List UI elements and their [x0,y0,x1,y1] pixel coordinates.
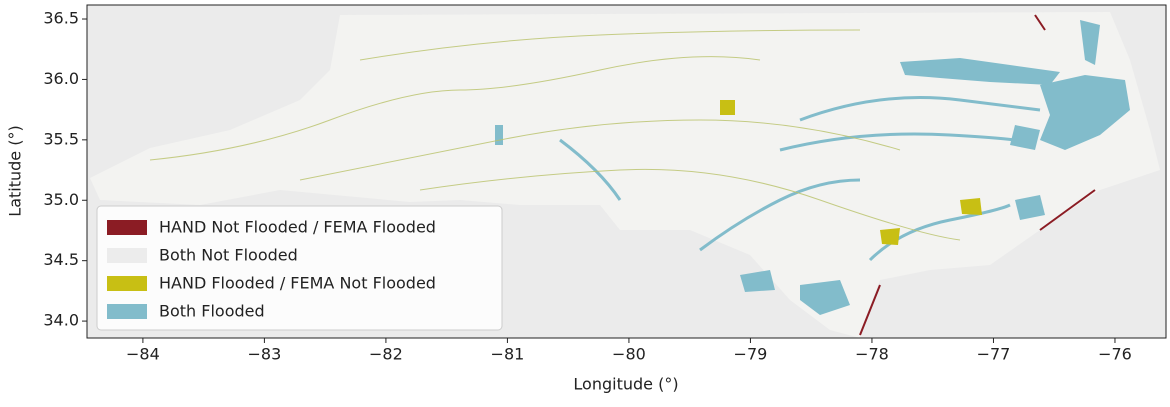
x-tick-label: −77 [977,345,1011,364]
x-tick-label: −82 [369,345,403,364]
y-tick-label: 35.5 [43,129,79,148]
legend-swatch [107,220,147,235]
x-tick-label: −80 [612,345,646,364]
axes-frame [86,4,1167,339]
y-axis-label: Latitude (°) [6,125,25,216]
x-tick-label: −79 [734,345,768,364]
hand-only-areas [720,100,982,245]
y-tick-label: 34.0 [43,311,79,330]
rivers [559,96,1041,262]
streams [149,29,961,241]
legend-label: Both Flooded [159,302,265,321]
legend-swatch [107,304,147,319]
legend-box [96,205,503,331]
y-tick-label: 36.0 [43,69,79,88]
y-tick-label: 35.0 [43,190,79,209]
x-tick-label: −83 [248,345,282,364]
state-area [90,12,1160,338]
y-tick-label: 36.5 [43,9,79,28]
x-tick-label: −81 [491,345,525,364]
y-tick-label: 34.5 [43,250,79,269]
fema-only-areas [859,14,1096,336]
x-tick-label: −78 [855,345,889,364]
legend-label: HAND Flooded / FEMA Not Flooded [159,274,436,293]
x-tick-label: −76 [1098,345,1132,364]
legend-label: HAND Not Flooded / FEMA Flooded [159,218,436,237]
flooded-areas [495,20,1130,315]
x-tick-label: −84 [126,345,160,364]
legend-swatch [107,248,147,263]
map [90,12,1160,338]
legend-swatch [107,276,147,291]
x-axis-label: Longitude (°) [573,375,678,394]
legend-label: Both Not Flooded [159,246,298,265]
